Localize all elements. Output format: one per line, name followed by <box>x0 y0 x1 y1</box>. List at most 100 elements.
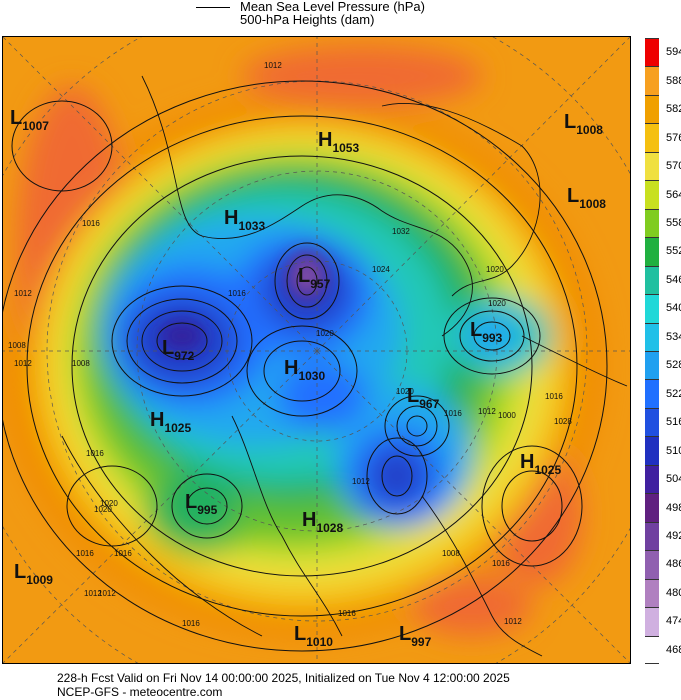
colorbar-swatch <box>645 464 659 494</box>
pressure-center-value: 1010 <box>306 635 333 649</box>
pressure-center-letter: L <box>185 491 197 513</box>
isobar-label: 1020 <box>486 265 504 274</box>
pressure-center-low: L957 <box>298 265 331 291</box>
pressure-center-high: H1028 <box>302 509 343 535</box>
pressure-center-letter: L <box>567 185 579 207</box>
isobar-label: 1016 <box>86 449 104 458</box>
colorbar-tick-label: 504 <box>666 473 681 486</box>
svg-text:L995: L995 <box>185 491 218 517</box>
colorbar-swatch <box>645 294 659 323</box>
pressure-center-letter: L <box>470 319 482 341</box>
isobar-label: 1028 <box>554 417 572 426</box>
pressure-center-low: L993 <box>470 319 503 345</box>
isobar-label: 1020 <box>396 387 414 396</box>
isobar-label: 1016 <box>76 549 94 558</box>
colorbar-swatch <box>645 208 659 238</box>
pressure-center-letter: H <box>284 357 298 379</box>
pressure-center-low: L1009 <box>14 561 53 587</box>
pressure-center-letter: H <box>520 451 534 473</box>
isobar-label: 1012 <box>84 589 102 598</box>
isobar-label: 1008 <box>72 359 90 368</box>
svg-text:H1053: H1053 <box>318 129 359 155</box>
isobar-label: 1020 <box>316 329 334 338</box>
isobar-label: 1024 <box>372 265 390 274</box>
longitude-lines <box>2 36 631 664</box>
isobar-label: 1020 <box>100 499 118 508</box>
isobar-label: 1032 <box>392 227 410 236</box>
colorbar-tick-label: 468 <box>666 643 681 656</box>
colorbar-tick-label: 564 <box>666 188 681 201</box>
colorbar-swatch <box>645 436 659 465</box>
pressure-center-high: H1025 <box>520 451 561 477</box>
colorbar-tick-label: 558 <box>666 216 681 229</box>
colorbar-swatch <box>645 322 659 351</box>
colorbar-swatch <box>645 123 659 152</box>
colorbar-swatch <box>645 38 659 67</box>
colorbar-tick-label: 510 <box>666 444 681 457</box>
colorbar-tick-label: 582 <box>666 103 681 116</box>
isobar-legend-line <box>196 7 230 8</box>
colorbar-tick-label: 474 <box>666 615 681 628</box>
pressure-center-high: H1033 <box>224 207 265 233</box>
isobar-label: 1016 <box>228 289 246 298</box>
height-colorbar <box>645 38 659 664</box>
pressure-center-high: H1025 <box>150 409 191 435</box>
map-frame <box>2 36 631 664</box>
colorbar-tick-label: 486 <box>666 558 681 571</box>
pressure-center-value: 1008 <box>576 123 603 137</box>
pressure-center-value: 1008 <box>579 197 606 211</box>
pressure-center-letter: H <box>224 207 238 229</box>
svg-text:H1025: H1025 <box>150 409 191 435</box>
weather-map: 1012 1008 1016 1012 1012 1008 1016 1020 1016 1012… <box>2 36 631 664</box>
isobar-label: 1020 <box>488 299 506 308</box>
colorbar-swatch <box>645 237 659 266</box>
source-credit-text: NCEP-GFS - meteocentre.com <box>57 685 223 699</box>
isobar-label: 1012 <box>352 477 370 486</box>
pressure-center-low: L967 <box>407 385 440 411</box>
colorbar-tick-label: 594 <box>666 46 681 59</box>
colorbar-tick-label: 546 <box>666 273 681 286</box>
isobar-label: 1016 <box>492 559 510 568</box>
isobar-label: 1008 <box>8 341 26 350</box>
isobar-label: 1012 <box>98 589 116 598</box>
colorbar-swatch <box>645 351 659 380</box>
pressure-center-value: 1053 <box>332 141 359 155</box>
colorbar-swatch <box>645 151 659 181</box>
colorbar-swatch <box>645 578 659 608</box>
colorbar-swatch <box>645 521 659 551</box>
svg-text:L1008: L1008 <box>567 185 606 211</box>
svg-text:L1010: L1010 <box>294 623 333 649</box>
pressure-center-letter: H <box>302 509 316 531</box>
pressure-center-value: 1025 <box>164 421 191 435</box>
pressure-center-low: L1010 <box>294 623 333 649</box>
pressure-center-letter: L <box>407 385 419 407</box>
colorbar-tick-label: 498 <box>666 501 681 514</box>
colorbar-swatch <box>645 607 659 636</box>
isobar-lines <box>2 80 608 652</box>
colorbar-swatch <box>645 180 659 209</box>
pressure-center-value: 997 <box>411 635 431 649</box>
pressure-center-value: 1028 <box>316 521 343 535</box>
isobar-label: 1000 <box>498 411 516 420</box>
svg-text:H1030: H1030 <box>284 357 325 383</box>
map-legend: Mean Sea Level Pressure (hPa) 500-hPa He… <box>190 0 490 30</box>
svg-text:H1028: H1028 <box>302 509 343 535</box>
isobar-label: 1012 <box>264 61 282 70</box>
svg-text:H1025: H1025 <box>520 451 561 477</box>
colorbar-swatch <box>645 493 659 522</box>
svg-text:L1009: L1009 <box>14 561 53 587</box>
pressure-center-low: L1007 <box>10 107 49 133</box>
pressure-center-low: L1008 <box>567 185 606 211</box>
isobar-label: 1012 <box>14 359 32 368</box>
pressure-center-low: L997 <box>399 623 432 649</box>
height-field-core <box>160 250 329 352</box>
colorbar-tick-label: 522 <box>666 387 681 400</box>
colorbar-tick-label: 570 <box>666 160 681 173</box>
pressure-center-low: L972 <box>162 337 195 363</box>
colorbar-swatch <box>645 94 659 124</box>
pressure-center-letter: L <box>294 623 306 645</box>
colorbar-swatch <box>645 407 659 437</box>
colorbar-swatch <box>645 635 659 664</box>
colorbar-tick-label: 516 <box>666 416 681 429</box>
